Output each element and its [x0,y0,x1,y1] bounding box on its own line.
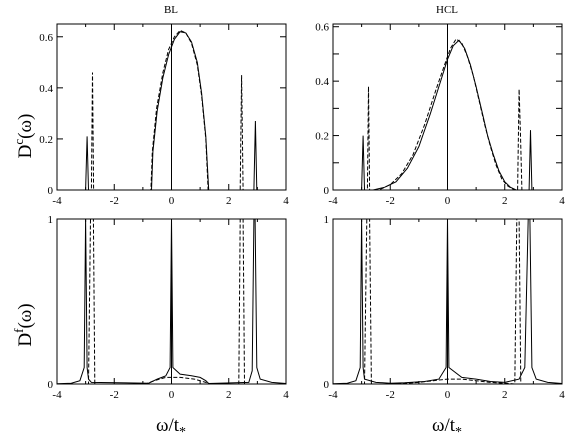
ylabel-bottom-sup: f [11,328,26,333]
panel-hcl-bottom: -4 -2 0 2 4 0 1 [324,214,566,401]
x-tick-label: 2 [502,195,508,207]
y-tick-label: 0 [324,185,330,197]
y-tick-label: 0.4 [315,76,329,88]
x-tick-label: 0 [169,389,175,401]
xlabel-bl-sub: * [179,425,186,437]
y-tick-label: 0.4 [39,83,53,95]
xlabel-hcl-main: ω/t [432,415,456,436]
ylabel-bottom-main: D [15,333,36,347]
xlabel-bl-main: ω/t [156,415,180,436]
y-tick-label: 1 [48,214,54,226]
ylabel-bottom: Df(ω) [11,303,36,346]
x-tick-label: 0 [169,195,175,207]
y-tick-label: 0 [48,379,54,391]
x-tick-label: 4 [283,389,289,401]
xlabel-hcl: ω/t* [432,415,462,437]
panel-bl-bottom: -4 -2 0 2 4 0 1 [48,214,290,401]
y-tick-label: 0 [48,185,54,197]
series-dashed-line [333,219,562,384]
x-tick-label: -4 [328,195,338,207]
ylabel-top-tail: (ω) [15,114,36,139]
x-tick-label: -4 [52,195,62,207]
ylabel-top-sup: c [11,139,26,145]
x-tick-label: -2 [386,389,395,401]
ylabel-bottom-tail: (ω) [15,303,36,328]
x-tick-label: 4 [283,195,289,207]
series-solid-line [57,219,286,384]
panel-hcl-top: -4 -2 0 2 4 0 0.2 0.4 0.6 [315,22,565,207]
xlabel-bl: ω/t* [156,415,186,437]
series-dashed-line [333,38,562,190]
ylabel-top-main: D [15,145,36,159]
svg-text:Dc(ω): Dc(ω) [11,114,36,159]
series-solid-line [333,219,562,384]
series-solid-line [57,31,286,190]
x-tick-label: -2 [110,389,119,401]
x-tick-label: 0 [445,195,451,207]
ylabel-top: Dc(ω) [11,114,36,159]
x-tick-label: 4 [559,389,565,401]
y-tick-label: 0.2 [39,134,53,146]
title-hcl: HCL [436,4,458,16]
x-tick-label: 2 [502,389,508,401]
series-dashed-line [57,219,286,384]
y-tick-label: 0.6 [315,22,329,34]
y-tick-label: 0.2 [315,131,329,143]
x-tick-label: 2 [226,195,232,207]
y-tick-label: 1 [324,214,330,226]
x-tick-label: -4 [52,389,62,401]
x-tick-label: -2 [110,195,119,207]
x-tick-label: -2 [386,195,395,207]
y-tick-label: 0 [324,379,330,391]
xlabel-hcl-sub: * [455,425,462,437]
title-bl: BL [164,4,178,16]
svg-text:Df(ω): Df(ω) [11,303,36,346]
y-tick-label: 0.6 [39,32,53,44]
panel-bl-top: -4 -2 0 2 4 0 0.2 0.4 0.6 [39,23,289,207]
x-tick-label: 4 [559,195,565,207]
x-tick-label: -4 [328,389,338,401]
x-tick-label: 0 [445,389,451,401]
x-tick-label: 2 [226,389,232,401]
